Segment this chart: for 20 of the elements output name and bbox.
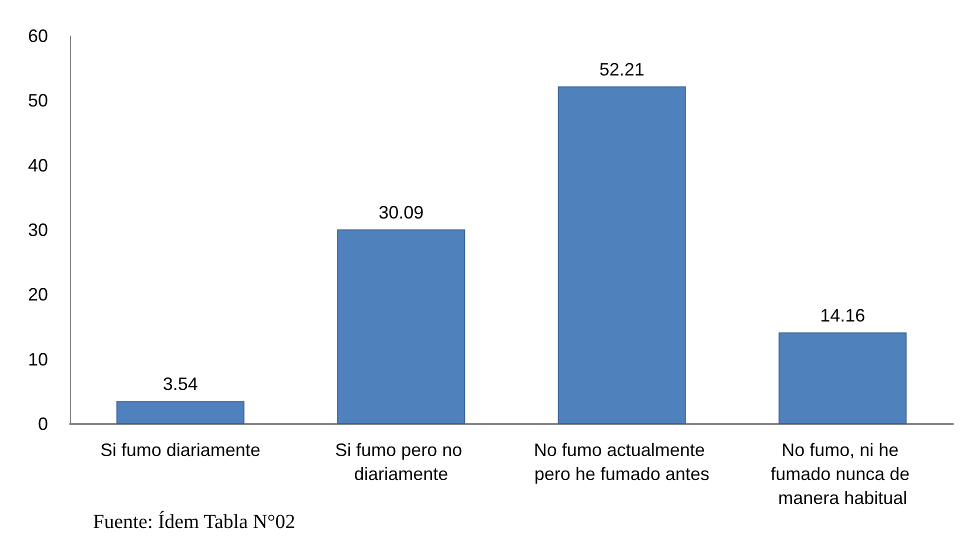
x-tick-label: No fumo, ni he fumado nunca de manera habitual [770, 440, 915, 508]
source-note: Fuente: Ídem Tabla N°02 [93, 510, 296, 533]
bar [116, 401, 244, 424]
y-tick-label: 50 [28, 90, 48, 111]
y-tick-label: 0 [38, 414, 48, 434]
data-label: 14.16 [820, 305, 866, 326]
data-label: 3.54 [162, 374, 198, 394]
y-tick-label: 30 [28, 220, 48, 240]
data-label: 52.21 [599, 59, 644, 80]
x-tick-label: Si fumo pero no diariamente [335, 440, 468, 484]
x-tick-label: Si fumo diariamente [100, 440, 260, 460]
x-tick-label: No fumo actualmente pero he fumado antes [534, 440, 710, 484]
y-tick-label: 60 [28, 26, 48, 46]
data-label: 30.09 [378, 202, 424, 222]
y-tick-label: 40 [28, 155, 48, 176]
bar [778, 332, 907, 424]
y-tick-label: 10 [28, 349, 48, 370]
bar [558, 86, 686, 424]
y-tick-label: 20 [28, 284, 48, 305]
bar [337, 229, 466, 424]
